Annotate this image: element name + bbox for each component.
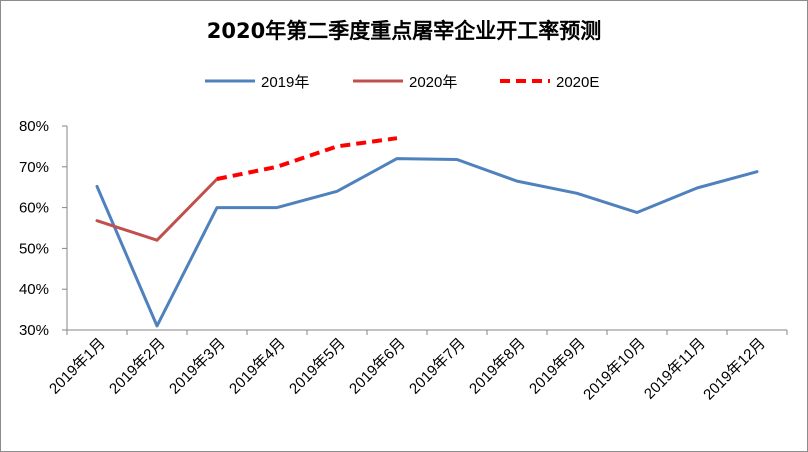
x-tick-label: 2019年6月 bbox=[346, 335, 409, 398]
legend: 2019年 2020年 2020E bbox=[205, 74, 599, 91]
y-tick-label: 50% bbox=[19, 240, 49, 257]
series-layer bbox=[95, 136, 759, 328]
x-tick-label: 2019年3月 bbox=[166, 335, 229, 398]
x-tick-label: 2019年9月 bbox=[526, 335, 589, 398]
legend-label-2019: 2019年 bbox=[261, 74, 309, 91]
x-tick-label: 2019年5月 bbox=[286, 335, 349, 398]
y-axis-ticks: 30% 40% 50% 60% 70% 80% bbox=[19, 118, 67, 339]
legend-label-2020e: 2020E bbox=[556, 74, 599, 91]
series-line-2020 bbox=[95, 177, 219, 242]
x-tick-label: 2019年7月 bbox=[406, 335, 469, 398]
x-tick-label: 2019年10月 bbox=[580, 335, 649, 404]
y-tick-label: 70% bbox=[19, 159, 49, 176]
y-tick-label: 60% bbox=[19, 200, 49, 217]
y-tick-label: 40% bbox=[19, 281, 49, 298]
x-tick-label: 2019年11月 bbox=[641, 335, 709, 403]
x-tick-label: 2019年1月 bbox=[46, 335, 109, 398]
y-tick-label: 30% bbox=[19, 322, 49, 339]
series-line-2019 bbox=[95, 157, 759, 328]
legend-label-2020: 2020年 bbox=[409, 74, 457, 91]
x-tick-label: 2019年2月 bbox=[106, 335, 169, 398]
x-tick-label: 2019年8月 bbox=[466, 335, 529, 398]
x-axis-ticks: 2019年1月2019年2月2019年3月2019年4月2019年5月2019年… bbox=[46, 330, 788, 404]
y-tick-label: 80% bbox=[19, 118, 49, 135]
x-tick-label: 2019年4月 bbox=[226, 335, 289, 398]
chart-title: 2020年第二季度重点屠宰企业开工率预测 bbox=[207, 19, 601, 43]
x-tick-label: 2019年12月 bbox=[700, 335, 769, 404]
axes bbox=[66, 126, 787, 331]
